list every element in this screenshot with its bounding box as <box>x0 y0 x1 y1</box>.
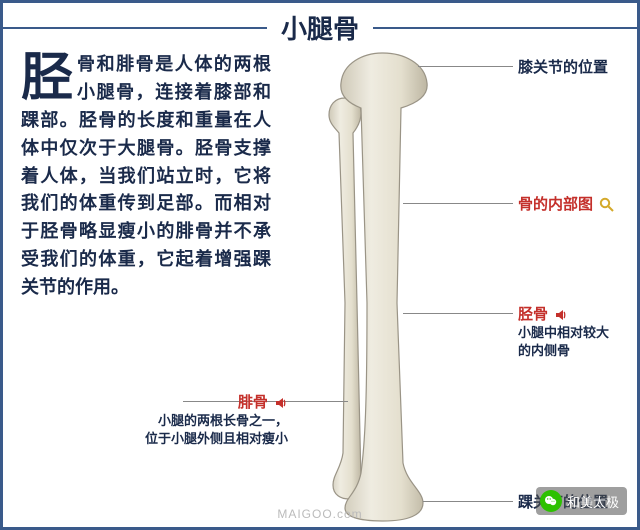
label-fibula[interactable]: 腓骨 小腿的两根长骨之一， 位于小腿外侧且相对瘦小 <box>113 391 288 447</box>
leader-tibia <box>403 313 513 314</box>
label-fibula-sub2: 位于小腿外侧且相对瘦小 <box>113 430 288 448</box>
title-rule-left <box>3 27 267 29</box>
watermark: MAIGOO.com <box>277 507 362 521</box>
label-inside[interactable]: 骨的内部图 <box>518 193 615 214</box>
leader-ankle <box>423 501 513 502</box>
label-fibula-title: 腓骨 <box>238 394 268 411</box>
page-title: 小腿骨 <box>267 9 373 46</box>
sound-icon[interactable] <box>554 308 568 322</box>
label-knee: 膝关节的位置 <box>518 56 608 77</box>
label-fibula-sub1: 小腿的两根长骨之一， <box>113 412 288 430</box>
label-knee-text: 膝关节的位置 <box>518 59 608 76</box>
title-rule-right <box>373 27 637 29</box>
label-inside-text: 骨的内部图 <box>518 196 593 213</box>
description-paragraph: 胫 骨和腓骨是人体的两根小腿骨，连接着膝部和踝部。胫骨的长度和重量在人体中仅次于… <box>21 51 271 302</box>
leader-inside <box>403 203 513 204</box>
magnifier-icon[interactable] <box>599 197 615 213</box>
wechat-badge-text: 和美太极 <box>567 492 619 511</box>
label-tibia[interactable]: 胫骨 小腿中相对较大 的内侧骨 <box>518 303 609 359</box>
label-tibia-sub2: 的内侧骨 <box>518 342 609 360</box>
wechat-badge[interactable]: 和美太极 <box>536 487 627 515</box>
sound-icon[interactable] <box>274 396 288 410</box>
drop-cap: 胫 <box>21 53 73 103</box>
label-tibia-title: 胫骨 <box>518 306 548 323</box>
fibula-shape <box>329 98 361 499</box>
leader-knee <box>418 66 513 67</box>
bones-svg <box>283 43 483 523</box>
bone-diagram <box>283 43 483 523</box>
wechat-icon <box>540 490 562 512</box>
title-bar: 小腿骨 <box>3 9 637 46</box>
label-tibia-sub1: 小腿中相对较大 <box>518 324 609 342</box>
